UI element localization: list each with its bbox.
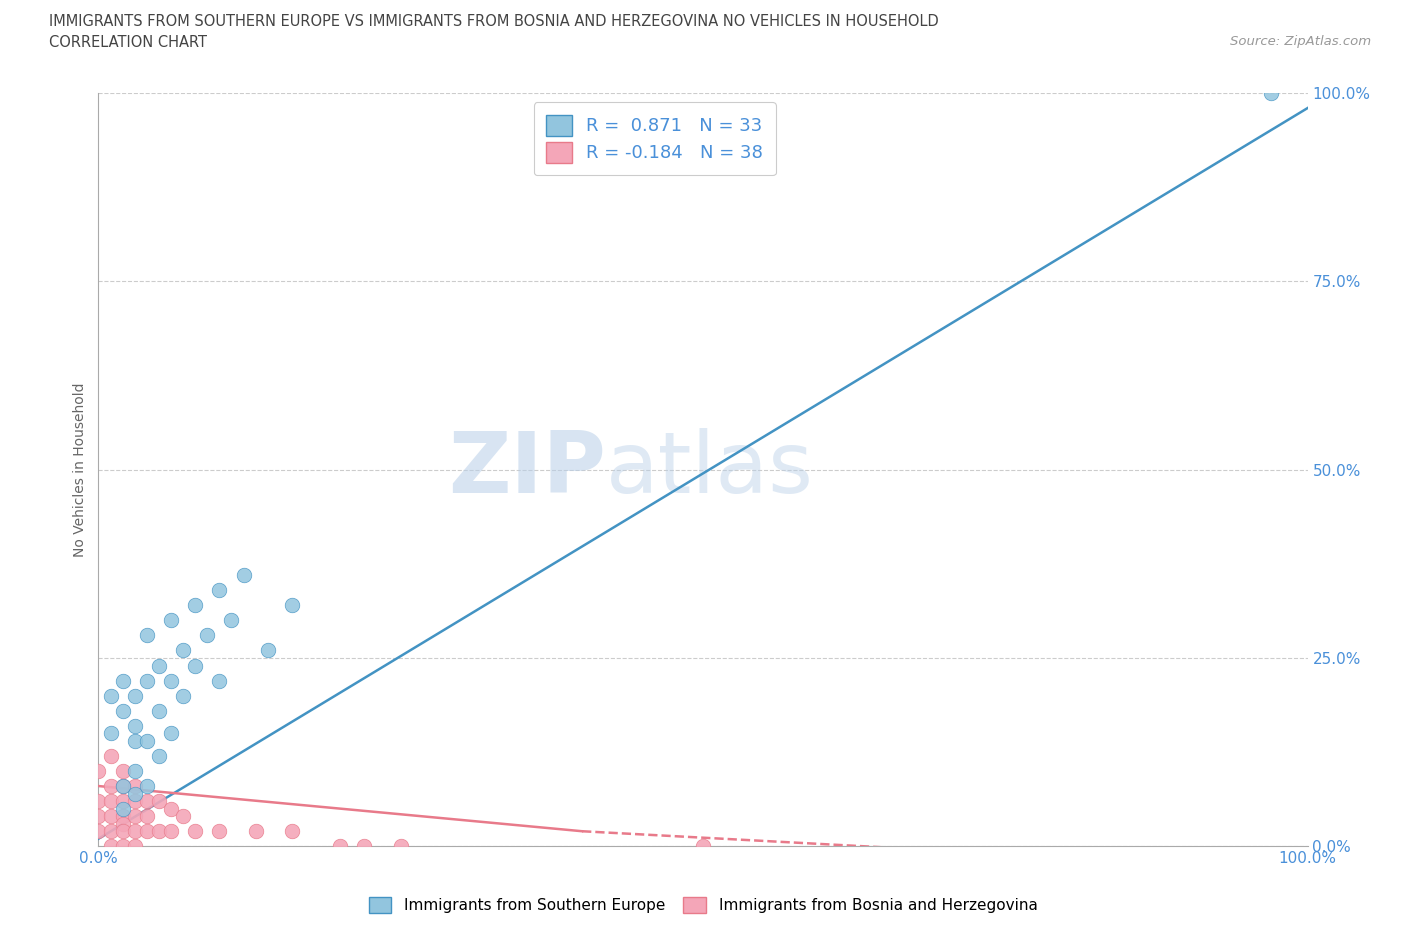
Point — [111, 778, 134, 793]
Point — [124, 764, 146, 778]
Point — [87, 764, 110, 778]
Point — [124, 793, 146, 808]
Point — [389, 839, 412, 854]
Point — [281, 598, 304, 613]
Point — [160, 824, 183, 839]
Point — [111, 764, 134, 778]
Point — [135, 778, 157, 793]
Point — [100, 688, 122, 703]
Y-axis label: No Vehicles in Household: No Vehicles in Household — [73, 382, 87, 557]
Text: IMMIGRANTS FROM SOUTHERN EUROPE VS IMMIGRANTS FROM BOSNIA AND HERZEGOVINA NO VEH: IMMIGRANTS FROM SOUTHERN EUROPE VS IMMIG… — [49, 14, 939, 29]
Point — [87, 793, 110, 808]
Point — [111, 778, 134, 793]
Point — [160, 673, 183, 688]
Point — [135, 673, 157, 688]
Point — [160, 726, 183, 741]
Point — [184, 824, 207, 839]
Point — [245, 824, 267, 839]
Point — [124, 786, 146, 801]
Point — [100, 839, 122, 854]
Point — [208, 673, 231, 688]
Point — [100, 824, 122, 839]
Point — [256, 643, 278, 658]
Point — [184, 658, 207, 673]
Point — [111, 839, 134, 854]
Legend: R =  0.871   N = 33, R = -0.184   N = 38: R = 0.871 N = 33, R = -0.184 N = 38 — [534, 102, 776, 176]
Point — [124, 824, 146, 839]
Point — [148, 749, 170, 764]
Point — [100, 778, 122, 793]
Point — [184, 598, 207, 613]
Point — [135, 809, 157, 824]
Point — [329, 839, 352, 854]
Point — [195, 628, 218, 643]
Text: CORRELATION CHART: CORRELATION CHART — [49, 35, 207, 50]
Point — [1260, 86, 1282, 100]
Point — [172, 643, 194, 658]
Point — [124, 718, 146, 733]
Point — [111, 809, 134, 824]
Text: Source: ZipAtlas.com: Source: ZipAtlas.com — [1230, 35, 1371, 48]
Point — [111, 824, 134, 839]
Point — [111, 802, 134, 817]
Point — [111, 703, 134, 718]
Point — [160, 802, 183, 817]
Point — [111, 793, 134, 808]
Point — [124, 688, 146, 703]
Point — [221, 613, 243, 628]
Point — [160, 613, 183, 628]
Point — [353, 839, 375, 854]
Point — [148, 658, 170, 673]
Text: atlas: atlas — [606, 428, 814, 512]
Point — [124, 809, 146, 824]
Point — [148, 793, 170, 808]
Point — [148, 703, 170, 718]
Point — [208, 824, 231, 839]
Point — [87, 809, 110, 824]
Point — [148, 824, 170, 839]
Point — [87, 824, 110, 839]
Point — [172, 688, 194, 703]
Legend: Immigrants from Southern Europe, Immigrants from Bosnia and Herzegovina: Immigrants from Southern Europe, Immigra… — [364, 893, 1042, 918]
Point — [124, 734, 146, 749]
Point — [111, 817, 134, 831]
Point — [135, 734, 157, 749]
Point — [124, 839, 146, 854]
Point — [232, 567, 254, 582]
Point — [100, 749, 122, 764]
Point — [281, 824, 304, 839]
Point — [135, 628, 157, 643]
Point — [172, 809, 194, 824]
Point — [100, 793, 122, 808]
Point — [111, 673, 134, 688]
Point — [100, 726, 122, 741]
Point — [100, 809, 122, 824]
Text: ZIP: ZIP — [449, 428, 606, 512]
Point — [124, 778, 146, 793]
Point — [135, 793, 157, 808]
Point — [208, 583, 231, 598]
Point — [692, 839, 714, 854]
Point — [135, 824, 157, 839]
